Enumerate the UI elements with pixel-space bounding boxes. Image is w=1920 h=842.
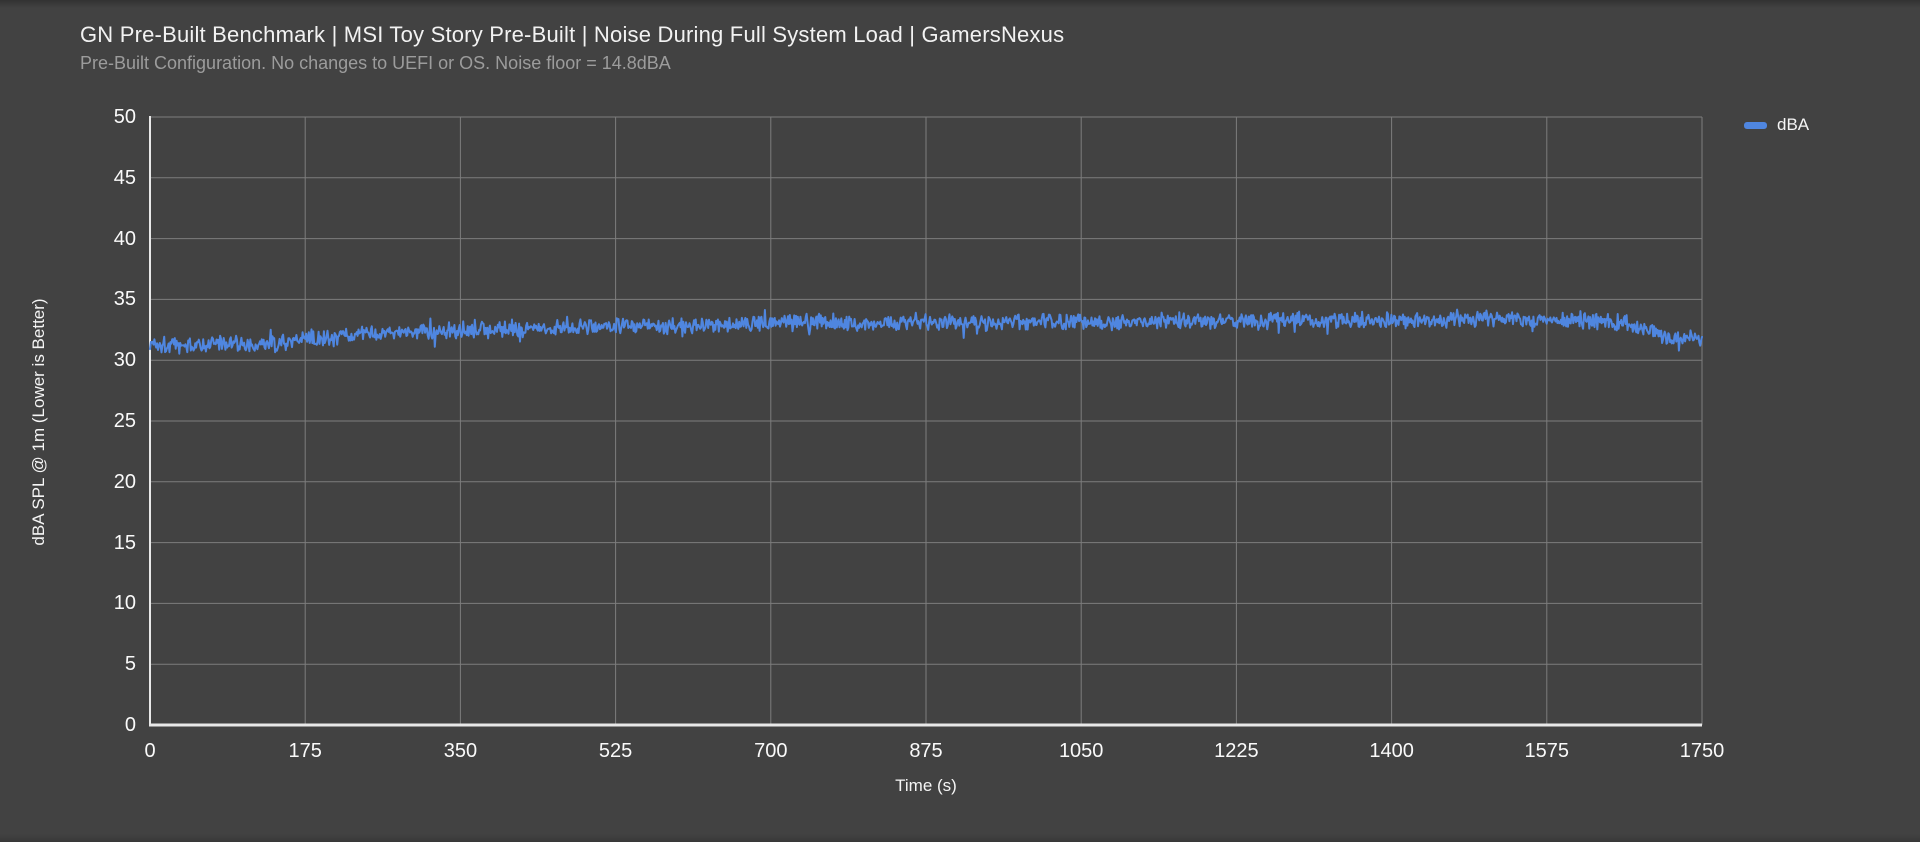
- y-tick-label: 35: [113, 288, 136, 311]
- y-tick-label: 10: [113, 592, 136, 615]
- y-tick-label: 50: [113, 106, 136, 128]
- legend: dBA: [1744, 115, 1809, 135]
- x-tick-label: 1750: [1679, 740, 1725, 762]
- y-tick-label: 5: [124, 653, 136, 676]
- y-tick-label: 25: [113, 410, 136, 432]
- x-tick-label: 175: [288, 740, 322, 762]
- x-tick-label: 700: [754, 740, 788, 762]
- chart-title: GN Pre-Built Benchmark | MSI Toy Story P…: [80, 22, 1065, 47]
- x-tick-label: 525: [598, 740, 633, 762]
- x-tick-label: 0: [144, 740, 156, 762]
- legend-label-dba: dBA: [1777, 115, 1810, 134]
- y-tick-label: 15: [113, 531, 136, 554]
- x-tick-label: 1225: [1214, 740, 1259, 762]
- y-tick-label: 0: [124, 714, 136, 736]
- y-axis-title: dBA SPL @ 1m (Lower is Better): [29, 298, 48, 546]
- x-tick-label: 350: [443, 740, 478, 762]
- x-tick-label: 875: [909, 740, 943, 762]
- x-axis-title: Time (s): [895, 776, 957, 795]
- x-tick-label: 1400: [1369, 740, 1414, 762]
- legend-swatch-dba: [1744, 121, 1767, 129]
- x-tick-label: 1575: [1524, 740, 1570, 762]
- chart-subtitle: Pre-Built Configuration. No changes to U…: [80, 53, 671, 73]
- y-tick-label: 40: [113, 227, 136, 250]
- y-tick-label: 20: [113, 470, 136, 493]
- x-tick-label: 1050: [1058, 740, 1104, 762]
- y-tick-label: 30: [113, 349, 136, 372]
- y-tick-label: 45: [113, 166, 136, 189]
